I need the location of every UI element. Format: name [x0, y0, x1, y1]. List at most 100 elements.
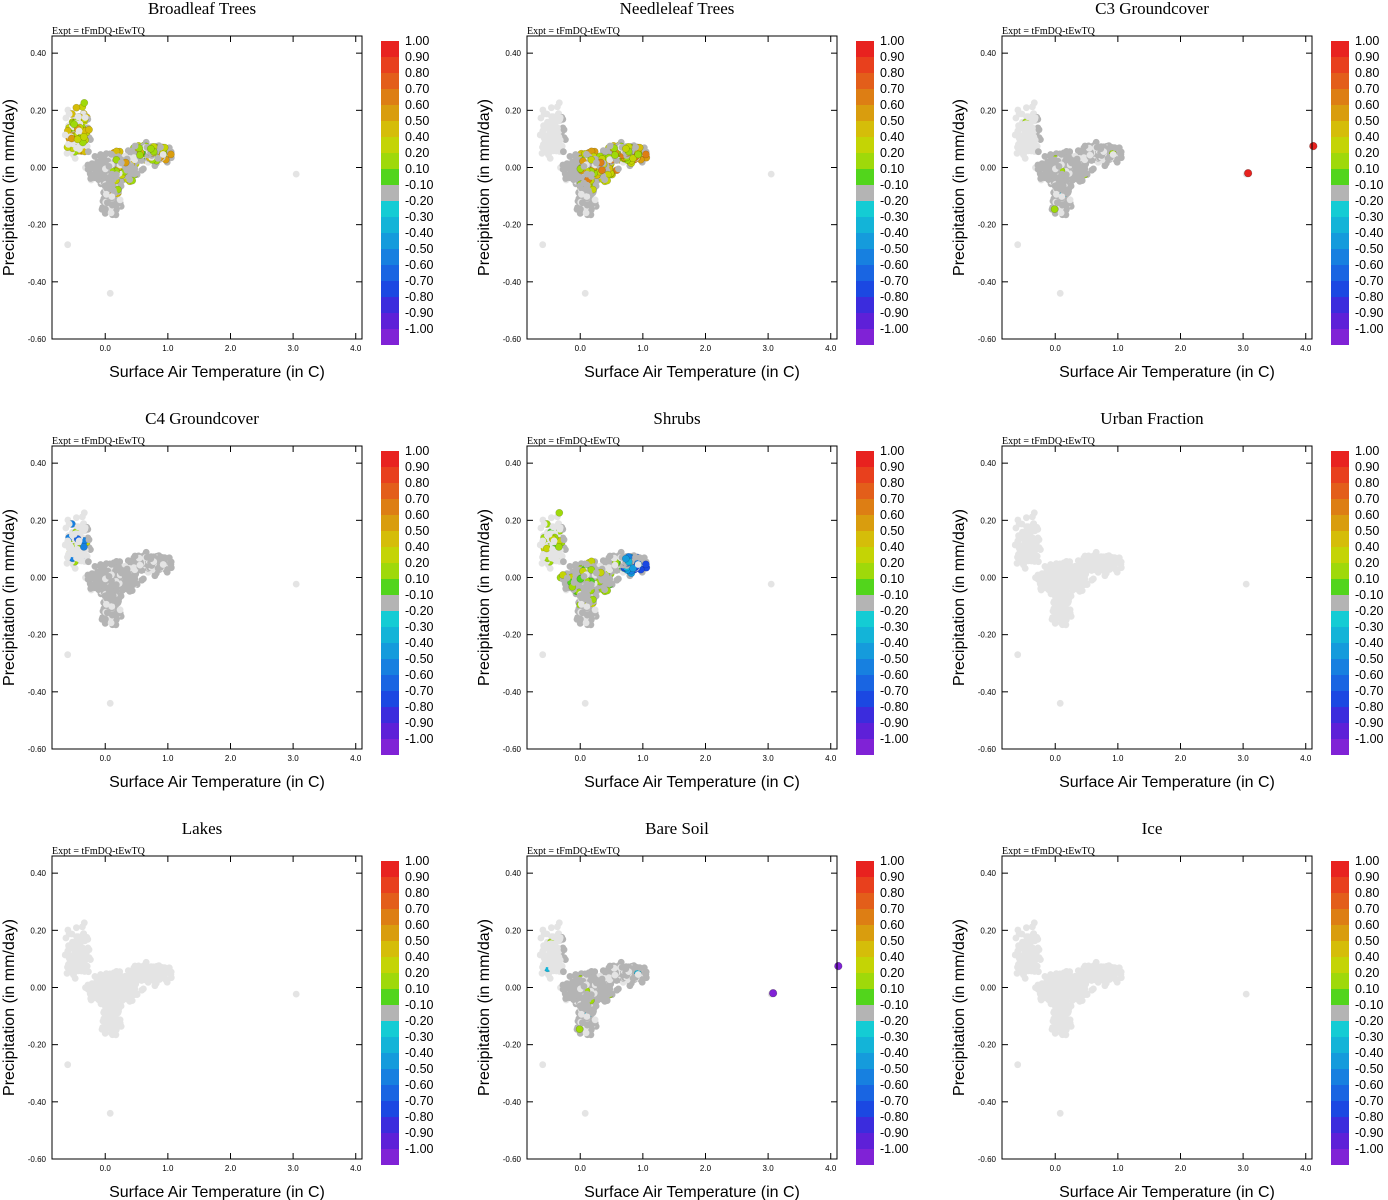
- colorbar-swatch: [1331, 185, 1349, 201]
- background-point: [128, 147, 136, 155]
- colorbar-swatch: [856, 89, 874, 105]
- colorbar-swatch: [381, 185, 399, 201]
- background-point: [1025, 127, 1033, 135]
- background-point: [1023, 104, 1030, 112]
- scatter-points: [61, 98, 300, 297]
- highlight-point: [598, 166, 606, 175]
- colorbar-label: 0.10: [1355, 162, 1379, 176]
- background-point: [126, 586, 134, 593]
- background-point: [1012, 114, 1020, 122]
- y-tick-label: -0.40: [978, 278, 997, 287]
- background-point: [1024, 136, 1031, 143]
- expt-label: Expt = tFmDQ-tEwTQ: [52, 436, 146, 447]
- background-point: [550, 127, 558, 135]
- background-point: [548, 144, 555, 152]
- colorbar-swatch: [381, 313, 399, 329]
- background-point: [73, 554, 80, 562]
- background-point: [563, 164, 571, 172]
- background-point: [292, 170, 300, 178]
- colorbar-label: -0.70: [880, 274, 909, 288]
- background-point: [128, 557, 136, 565]
- background-point: [103, 600, 110, 608]
- colorbar-label: -0.30: [405, 210, 434, 224]
- background-point: [549, 136, 556, 143]
- y-tick-label: 0.00: [980, 163, 996, 172]
- background-point: [107, 209, 115, 217]
- background-point: [1031, 114, 1039, 121]
- x-tick-label: 4.0: [350, 344, 362, 353]
- colorbar-swatch: [856, 233, 874, 249]
- y-tick-label: 0.40: [980, 49, 996, 58]
- background-point: [548, 104, 555, 112]
- background-point: [91, 153, 99, 160]
- highlight-point: [629, 154, 637, 163]
- background-point: [1023, 144, 1030, 152]
- highlight-point: [80, 98, 89, 107]
- y-axis-label: Precipitation (in mm/day): [1, 99, 18, 276]
- y-tick-label: 0.40: [30, 49, 46, 58]
- y-tick-label: -0.60: [503, 335, 522, 344]
- x-tick-label: 2.0: [1175, 344, 1187, 353]
- colorbar-label: -0.20: [1355, 194, 1384, 208]
- background-point: [1047, 161, 1055, 169]
- colorbar-swatch: [1331, 297, 1349, 313]
- colorbar-label: -0.50: [405, 242, 434, 256]
- colorbar-swatch: [1331, 249, 1349, 265]
- colorbar-swatch: [1331, 57, 1349, 73]
- panel-title: Broadleaf Trees: [148, 0, 256, 18]
- background-point: [1053, 190, 1060, 198]
- colorbar-label: 0.50: [405, 114, 429, 128]
- colorbar-swatch: [381, 169, 399, 185]
- colorbar-swatch: [381, 41, 399, 57]
- colorbar-swatch: [1331, 153, 1349, 169]
- background-point: [110, 186, 117, 194]
- background-point: [81, 524, 89, 531]
- background-point: [131, 142, 139, 150]
- background-point: [1055, 163, 1063, 170]
- colorbar-swatch: [381, 201, 399, 217]
- background-point: [117, 159, 125, 167]
- colorbar-swatch: [856, 105, 874, 121]
- colorbar-swatch: [1331, 73, 1349, 89]
- colorbar-label: 0.80: [880, 66, 904, 80]
- background-point: [1041, 153, 1049, 160]
- colorbar-label: -0.60: [405, 258, 434, 272]
- background-point: [75, 127, 83, 135]
- colorbar-swatch: [856, 121, 874, 137]
- background-point: [632, 143, 639, 151]
- panel-title: C4 Groundcover: [145, 409, 259, 428]
- background-point: [123, 166, 131, 174]
- background-point: [555, 133, 563, 141]
- colorbar-swatch: [381, 105, 399, 121]
- background-point: [560, 126, 568, 134]
- background-point: [603, 147, 611, 155]
- background-point: [576, 182, 584, 190]
- colorbar-swatch: [381, 73, 399, 89]
- colorbar-label: 1.00: [405, 34, 429, 48]
- background-point: [550, 113, 557, 121]
- colorbar-swatch: [856, 249, 874, 265]
- y-axis-label: Precipitation (in mm/day): [476, 99, 493, 276]
- colorbar-label: 0.80: [1355, 66, 1379, 80]
- colorbar-swatch: [856, 153, 874, 169]
- background-point: [1029, 139, 1037, 146]
- colorbar-swatch: [1331, 105, 1349, 121]
- background-point: [108, 193, 116, 200]
- background-point: [1020, 120, 1028, 128]
- colorbar-label: 0.70: [880, 82, 904, 96]
- colorbar-label: -1.00: [405, 322, 434, 336]
- x-axis-label: Surface Air Temperature (in C): [109, 364, 325, 381]
- colorbar-label: 0.70: [405, 82, 429, 96]
- colorbar-swatch: [381, 57, 399, 73]
- background-point: [538, 149, 546, 157]
- background-point: [1013, 149, 1021, 157]
- colorbar-swatch: [381, 249, 399, 265]
- background-point: [1076, 176, 1084, 184]
- colorbar-label: 0.90: [405, 50, 429, 64]
- colorbar-label: -0.40: [880, 226, 909, 240]
- colorbar-swatch: [381, 265, 399, 281]
- colorbar-swatch: [381, 217, 399, 233]
- colorbar-swatch: [381, 233, 399, 249]
- background-point: [581, 289, 589, 297]
